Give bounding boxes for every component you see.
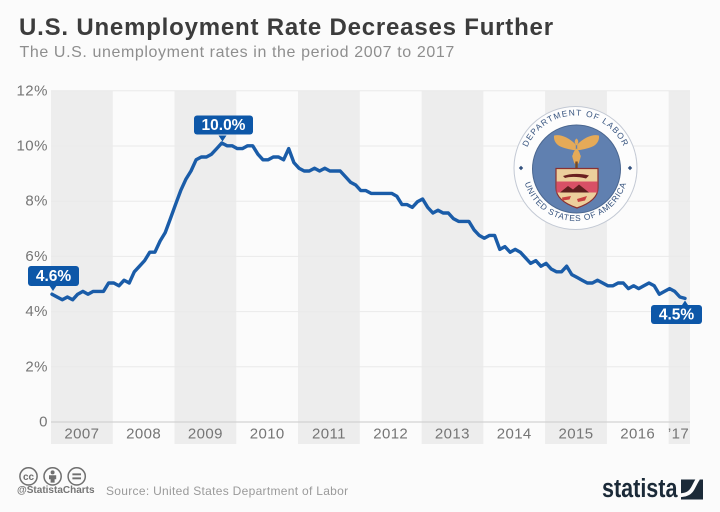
svg-text:4.6%: 4.6% bbox=[36, 268, 72, 285]
svg-text:2014: 2014 bbox=[497, 426, 532, 443]
svg-text:2%: 2% bbox=[25, 358, 48, 375]
svg-text:cc: cc bbox=[23, 472, 35, 483]
svg-text:2011: 2011 bbox=[312, 426, 346, 443]
svg-text:12%: 12% bbox=[16, 82, 48, 99]
svg-text:’17: ’17 bbox=[668, 426, 689, 443]
svg-text:2015: 2015 bbox=[559, 426, 594, 443]
svg-text:4.5%: 4.5% bbox=[659, 307, 695, 324]
svg-text:10%: 10% bbox=[16, 138, 48, 155]
svg-text:2010: 2010 bbox=[250, 426, 285, 443]
svg-text:2012: 2012 bbox=[373, 426, 408, 443]
svg-text:4%: 4% bbox=[25, 303, 48, 320]
svg-text:2007: 2007 bbox=[64, 426, 99, 443]
svg-text:10.0%: 10.0% bbox=[202, 117, 246, 134]
svg-text:2013: 2013 bbox=[435, 426, 470, 443]
svg-text:6%: 6% bbox=[25, 248, 48, 265]
svg-text:8%: 8% bbox=[25, 193, 48, 210]
svg-text:2008: 2008 bbox=[126, 426, 161, 443]
svg-text:0: 0 bbox=[39, 414, 48, 431]
svg-text:2009: 2009 bbox=[188, 426, 223, 443]
svg-text:2016: 2016 bbox=[620, 426, 655, 443]
